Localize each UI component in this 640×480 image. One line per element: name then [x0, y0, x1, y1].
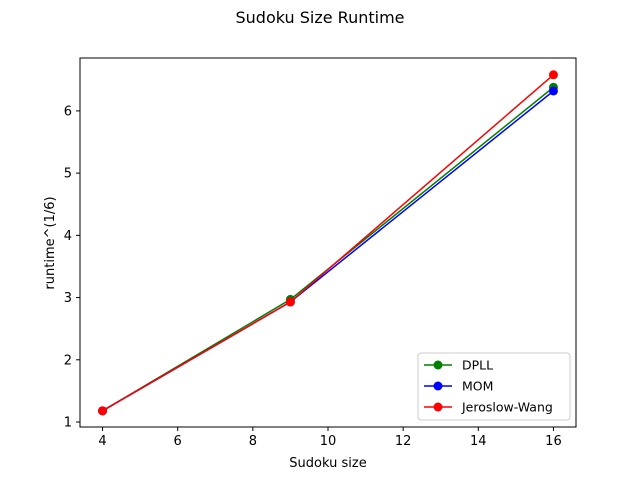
y-tick-label: 5	[64, 167, 72, 182]
y-axis-title: runtime^(1/6)	[43, 196, 58, 289]
legend-label: Jeroslow-Wang	[461, 400, 553, 415]
legend-marker	[433, 360, 443, 370]
y-tick-label: 4	[64, 229, 72, 244]
x-tick-label: 10	[320, 434, 337, 449]
x-tick-label: 4	[98, 434, 106, 449]
y-tick-label: 6	[64, 104, 72, 119]
legend: DPLL MOM Jeroslow-Wang	[417, 352, 571, 421]
data-point-mom	[548, 86, 558, 96]
legend-label: DPLL	[462, 358, 493, 373]
x-tick-label: 12	[395, 434, 412, 449]
legend-box	[417, 352, 571, 421]
legend-marker	[433, 381, 443, 391]
legend-marker	[433, 402, 443, 412]
data-point-jeroslow-wang	[285, 297, 295, 307]
x-axis-title: Sudoku size	[289, 456, 366, 471]
data-point-jeroslow-wang	[548, 70, 558, 80]
chart-title: Sudoku Size Runtime	[236, 8, 405, 27]
y-tick-label: 3	[64, 291, 72, 306]
legend-label: MOM	[462, 379, 493, 394]
y-tick-label: 2	[64, 353, 72, 368]
y-tick-label: 1	[64, 416, 72, 431]
data-point-jeroslow-wang	[98, 406, 108, 416]
x-tick-label: 6	[174, 434, 182, 449]
x-tick-label: 14	[470, 434, 487, 449]
series-jeroslow-wang	[98, 70, 558, 416]
x-tick-label: 8	[249, 434, 257, 449]
x-tick-label: 16	[545, 434, 562, 449]
